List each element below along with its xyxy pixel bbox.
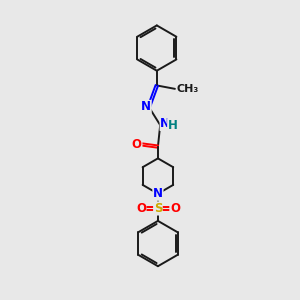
Text: N: N [153, 187, 163, 200]
Text: O: O [132, 138, 142, 151]
Text: O: O [136, 202, 146, 215]
Text: N: N [160, 118, 170, 130]
Text: S: S [154, 202, 162, 215]
Text: O: O [170, 202, 180, 215]
Text: H: H [168, 118, 178, 132]
Text: N: N [141, 100, 151, 113]
Text: CH₃: CH₃ [176, 84, 199, 94]
